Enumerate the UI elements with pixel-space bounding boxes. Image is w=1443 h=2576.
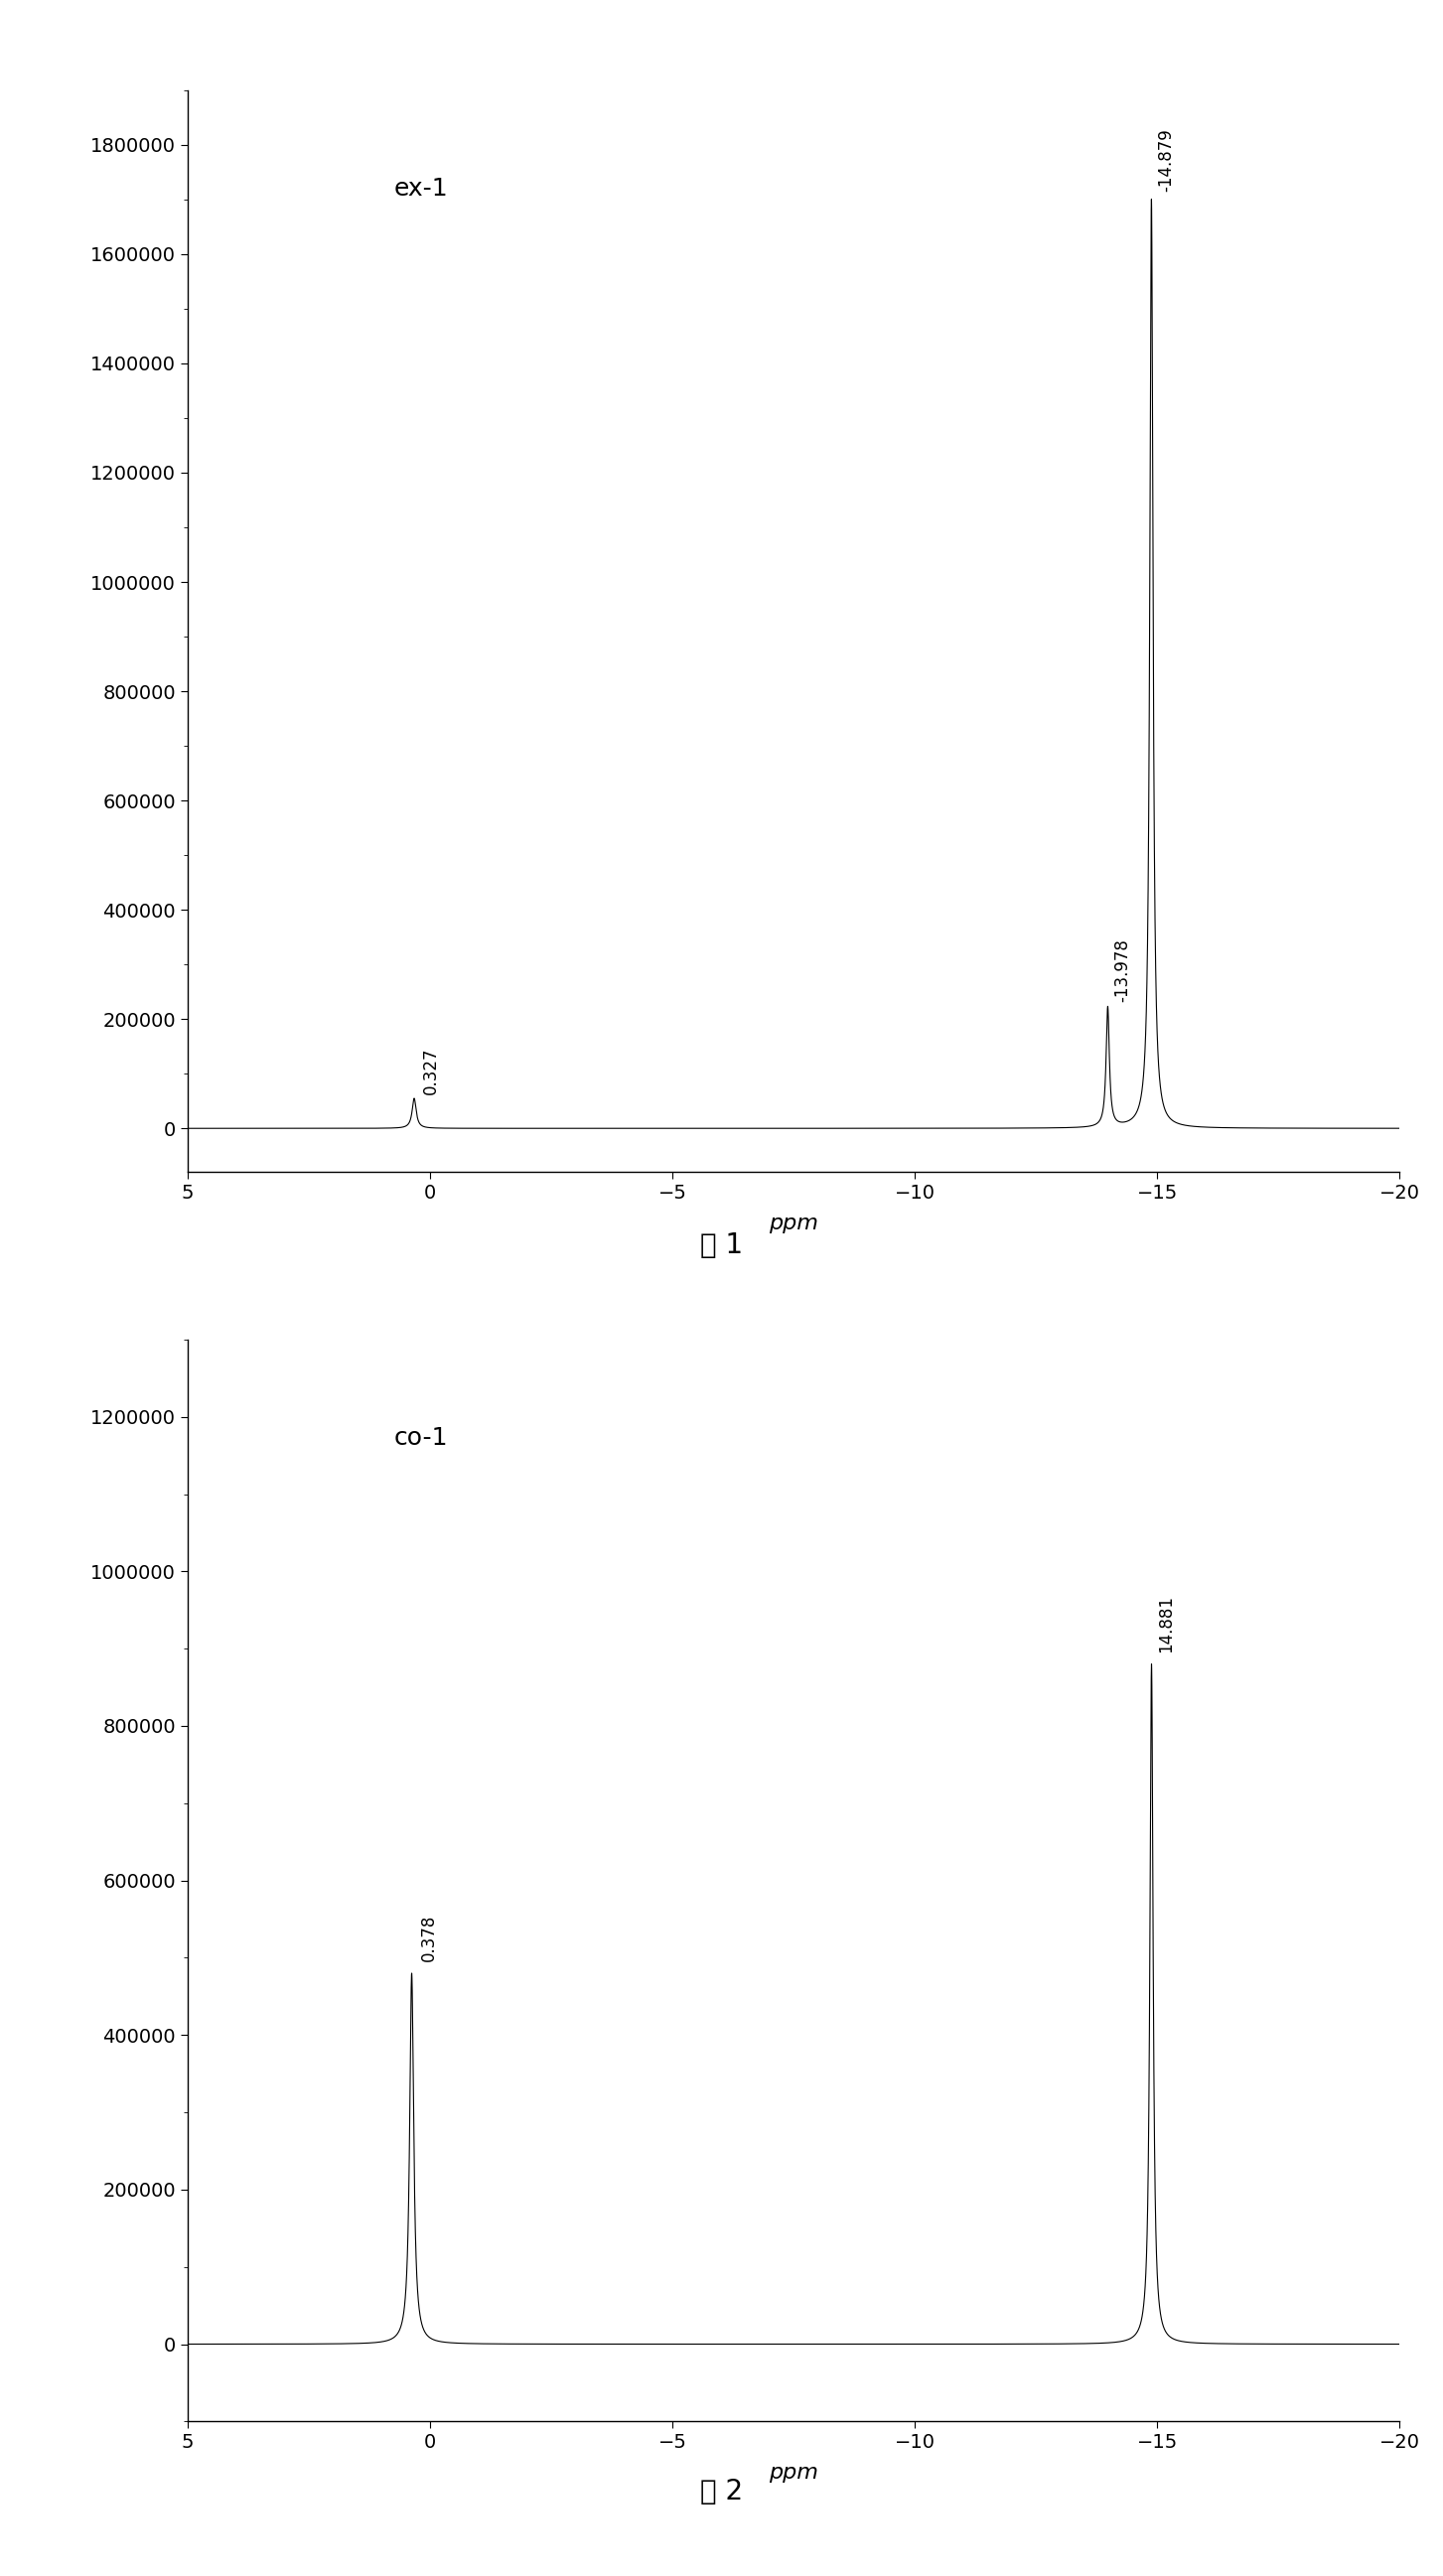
X-axis label: ppm: ppm	[769, 1213, 818, 1234]
Text: 0.327: 0.327	[423, 1046, 440, 1095]
Text: 0.378: 0.378	[420, 1914, 437, 1963]
Text: 14.881: 14.881	[1157, 1595, 1175, 1654]
Text: co-1: co-1	[394, 1427, 447, 1450]
Text: -14.879: -14.879	[1157, 129, 1175, 191]
X-axis label: ppm: ppm	[769, 2463, 818, 2483]
Text: ex-1: ex-1	[394, 178, 447, 201]
Text: 图 1: 图 1	[700, 1231, 743, 1260]
Text: 图 2: 图 2	[700, 2478, 743, 2506]
Text: -13.978: -13.978	[1114, 938, 1131, 1002]
